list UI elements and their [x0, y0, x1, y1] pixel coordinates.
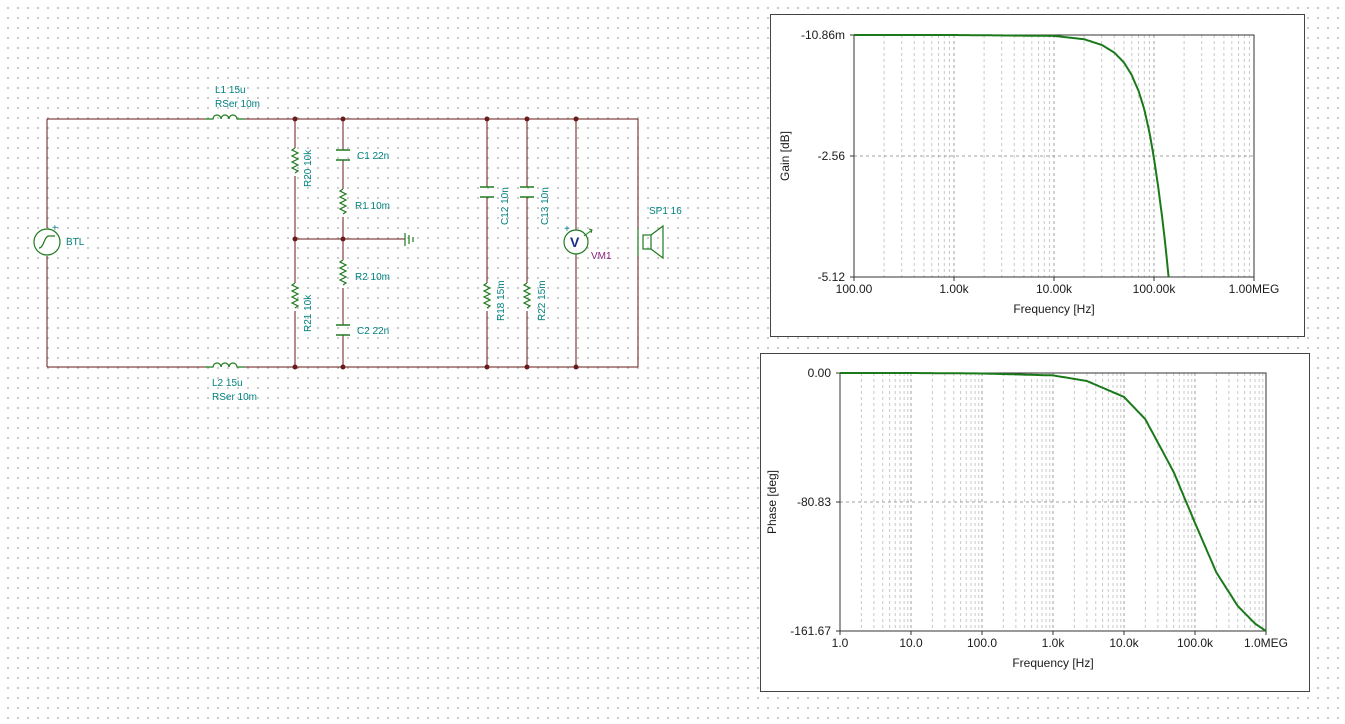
- inductor-l2[interactable]: L2 15u RSer 10m: [205, 362, 257, 403]
- l2-rser-label: RSer 10m: [212, 392, 257, 403]
- source-btl[interactable]: + BTL: [33, 223, 85, 256]
- c1-label: C1 22n: [357, 151, 389, 162]
- speaker-sp1[interactable]: SP1 16: [637, 206, 682, 260]
- resistor-r18[interactable]: R18 15m: [482, 280, 507, 321]
- y-tick-label: -161.67: [790, 624, 831, 638]
- junction-dot: [292, 364, 298, 370]
- junction-dot: [484, 116, 490, 122]
- resistor-r2[interactable]: R2 10m: [338, 259, 390, 286]
- y-tick-label: -80.83: [797, 495, 831, 509]
- c2-label: C2 22n: [357, 326, 389, 337]
- x-tick-label: 10.00k: [1036, 282, 1073, 296]
- capacitor-c12[interactable]: C12 10n: [480, 186, 511, 225]
- resistor-r21[interactable]: R21 10k: [290, 282, 314, 332]
- y-tick-label: -10.86m: [801, 28, 845, 42]
- x-tick-label: 1.0MEG: [1244, 636, 1288, 650]
- phase-chart[interactable]: 1.0 10.0 100.0 1.0k 10.0k 100.0k 1.0MEG 0.00 -80…: [761, 354, 1311, 693]
- junction-dot: [340, 116, 346, 122]
- x-tick-label: 100.0k: [1177, 636, 1214, 650]
- x-axis-label: Frequency [Hz]: [1012, 656, 1093, 670]
- plus-icon: +: [52, 223, 58, 234]
- r18-label: R18 15m: [496, 280, 507, 321]
- x-tick-label: 10.0: [899, 636, 923, 650]
- r21-label: R21 10k: [303, 294, 314, 332]
- l1-label: L1 15u: [215, 85, 246, 96]
- gain-chart[interactable]: 100.00 1.00k 10.00k 100.00k 1.00MEG -10.86m -2…: [771, 15, 1306, 338]
- response-curve: [840, 372, 1267, 632]
- inductor-l1[interactable]: L1 15u RSer 10m: [205, 85, 260, 120]
- capacitor-c1[interactable]: C1 22n: [336, 149, 389, 162]
- y-axis-label: Gain [dB]: [778, 131, 792, 181]
- r1-label: R1 10m: [355, 201, 390, 212]
- phase-plot-window[interactable]: 1.0 10.0 100.0 1.0k 10.0k 100.0k 1.0MEG 0.00 -80…: [760, 353, 1310, 692]
- junction-dot: [524, 364, 530, 370]
- c12-label: C12 10n: [500, 187, 511, 225]
- schematic-canvas[interactable]: L1 15u RSer 10m L2 15u RSer 10m + BTL R2…: [0, 0, 760, 430]
- x-axis-label: Frequency [Hz]: [1013, 302, 1094, 316]
- junction-dot: [292, 116, 298, 122]
- vm1-symbol: V: [570, 234, 580, 250]
- junction-dot: [340, 364, 346, 370]
- x-tick-label: 1.00k: [939, 282, 969, 296]
- ground-icon[interactable]: [404, 233, 414, 246]
- sp1-label: SP1 16: [649, 206, 682, 217]
- gridlines: [840, 373, 1266, 631]
- x-tick-label: 1.00MEG: [1229, 282, 1280, 296]
- junction-dot: [340, 236, 346, 242]
- resistor-r1[interactable]: R1 10m: [338, 188, 390, 215]
- x-tick-label: 100.00: [836, 282, 873, 296]
- x-tick-label: 1.0k: [1042, 636, 1066, 650]
- r20-label: R20 10k: [303, 149, 314, 187]
- x-tick-label: 100.00k: [1133, 282, 1177, 296]
- y-tick-label: -2.56: [818, 149, 846, 163]
- y-tick-label: 0.00: [808, 366, 832, 380]
- junction-dot: [524, 116, 530, 122]
- junction-dot: [484, 364, 490, 370]
- resistor-r22[interactable]: R22 15m: [522, 280, 548, 321]
- c13-label: C13 10n: [540, 187, 551, 225]
- l1-rser-label: RSer 10m: [215, 99, 260, 110]
- y-tick-label: -5.12: [818, 270, 846, 284]
- plus-icon: +: [564, 224, 570, 235]
- capacitor-c2[interactable]: C2 22n: [336, 324, 389, 337]
- btl-label: BTL: [66, 237, 85, 248]
- y-axis-label: Phase [deg]: [765, 470, 779, 534]
- r2-label: R2 10m: [355, 272, 390, 283]
- junction-dot: [292, 236, 298, 242]
- x-tick-label: 100.0: [967, 636, 997, 650]
- vm1-label: VM1: [591, 251, 612, 262]
- gridlines: [854, 35, 1254, 277]
- voltmeter-vm1[interactable]: V + VM1: [563, 224, 612, 262]
- response-curve: [854, 34, 1170, 278]
- gain-plot-window[interactable]: 100.00 1.00k 10.00k 100.00k 1.00MEG -10.86m -2…: [770, 14, 1305, 337]
- x-tick-label: 10.0k: [1109, 636, 1139, 650]
- junction-dot: [573, 116, 579, 122]
- x-tick-label: 1.0: [832, 636, 849, 650]
- junction-dot: [573, 364, 579, 370]
- l2-label: L2 15u: [212, 378, 243, 389]
- r22-label: R22 15m: [537, 280, 548, 321]
- resistor-r20[interactable]: R20 10k: [290, 147, 314, 187]
- capacitor-c13[interactable]: C13 10n: [520, 186, 551, 225]
